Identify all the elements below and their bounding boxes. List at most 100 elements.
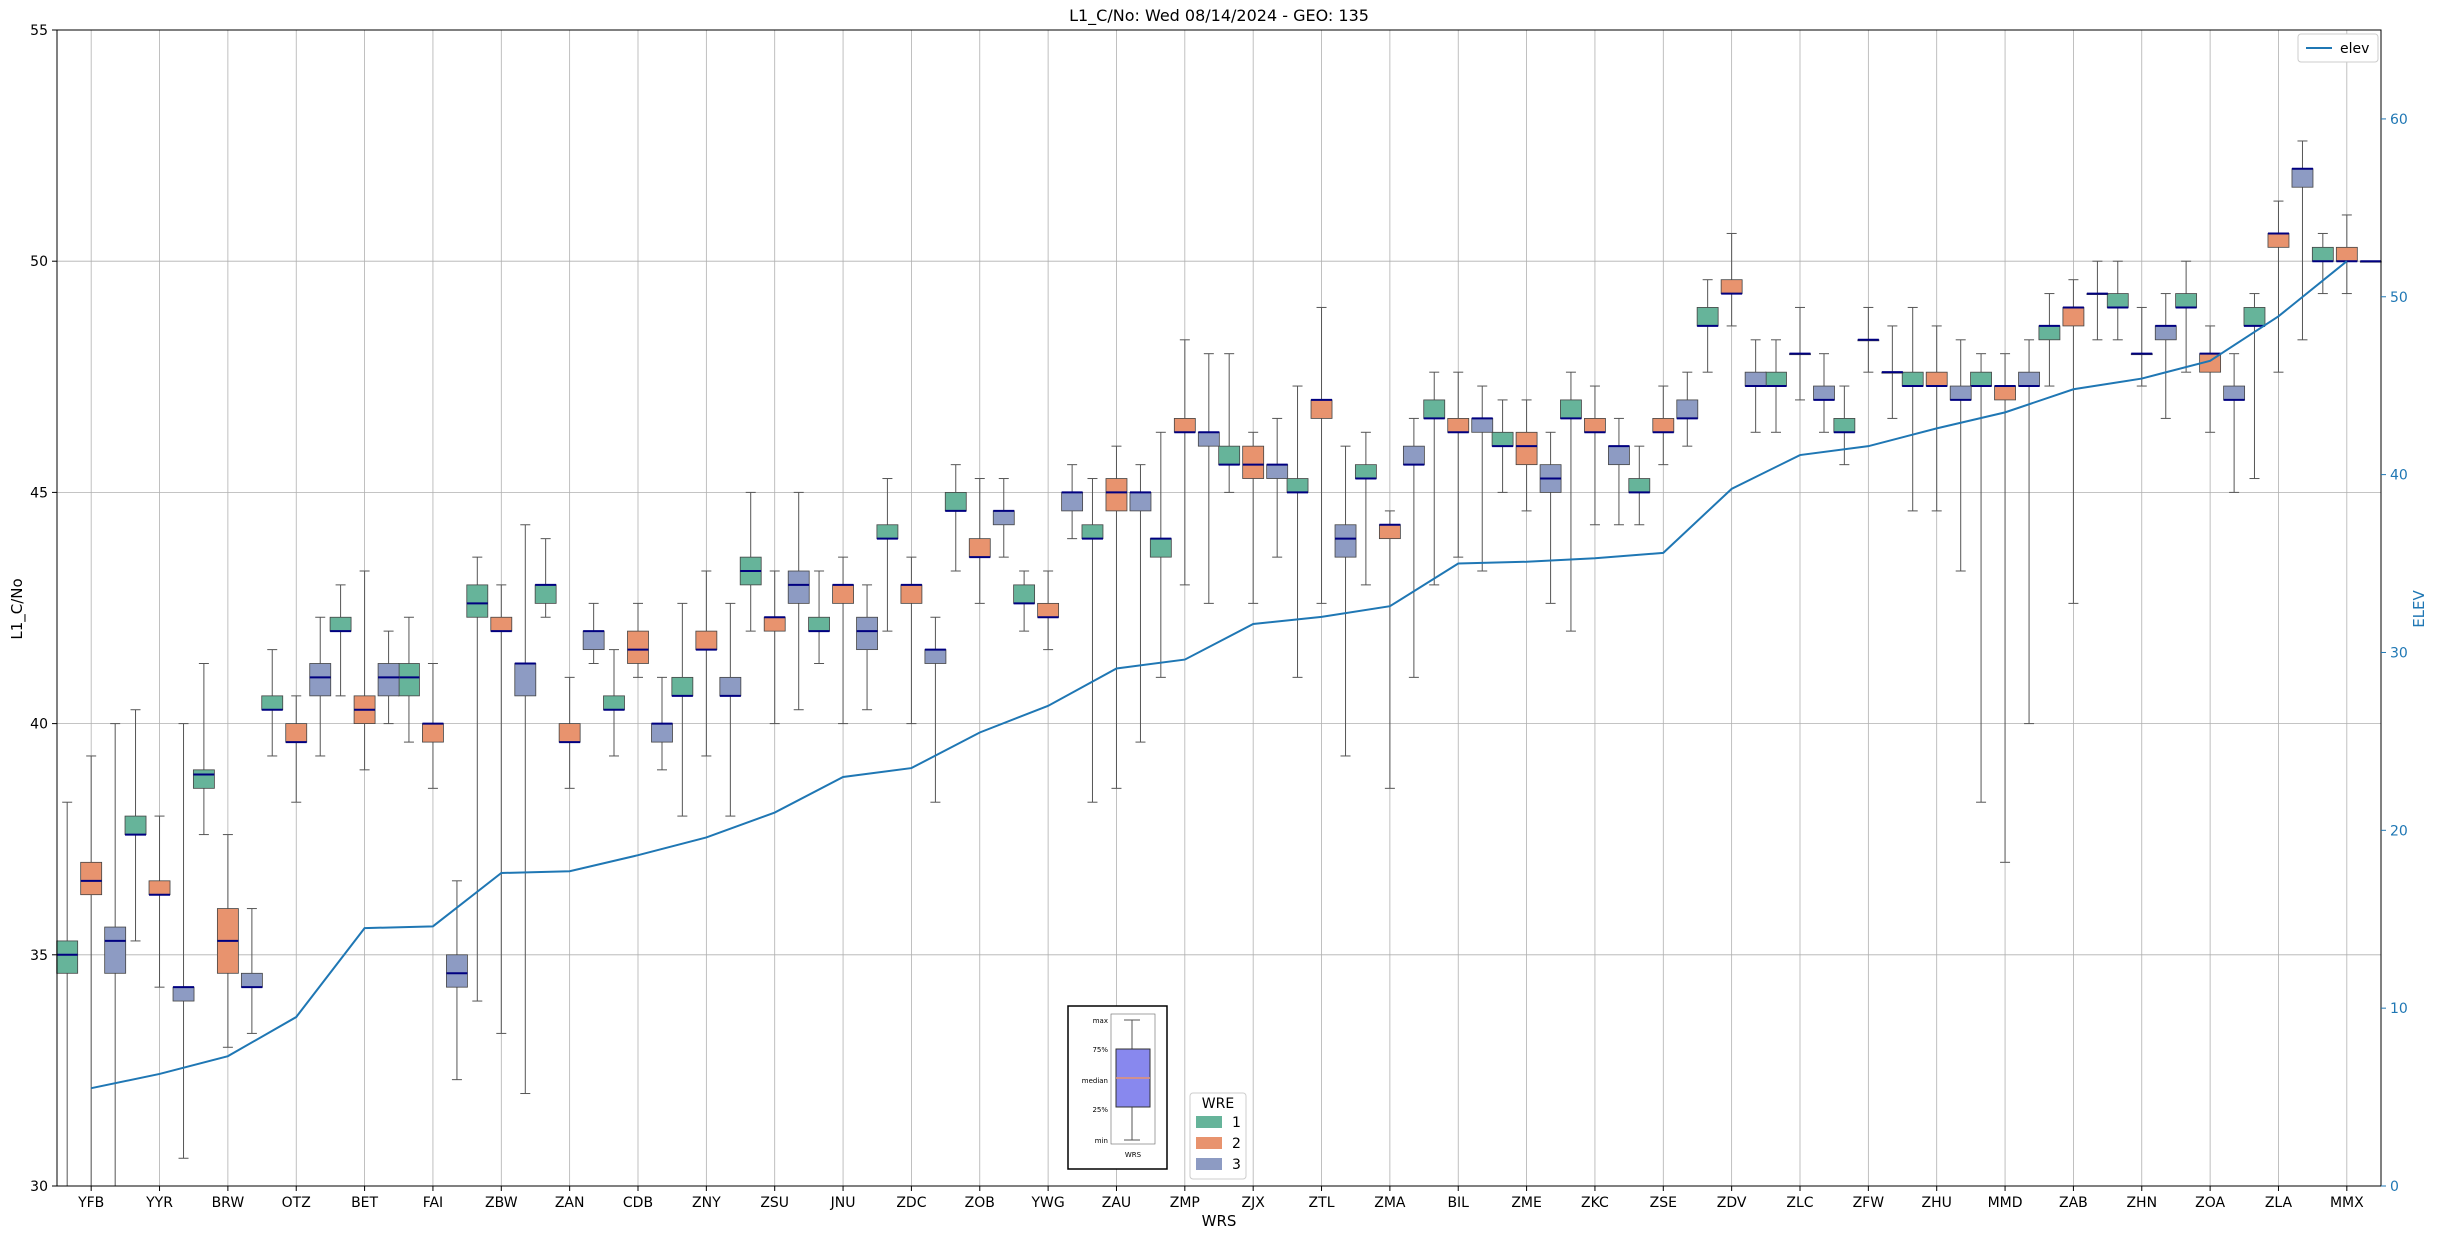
box-ZLC-wre2 [1789, 306, 1811, 401]
box-ZME-wre1 [1491, 399, 1514, 493]
wre-legend-label: 2 [1232, 1136, 1241, 1152]
box-BRW-wre1 [192, 662, 215, 836]
box-iqr [1197, 431, 1220, 447]
box-iqr [1447, 418, 1470, 433]
box-iqr [603, 695, 625, 711]
box-ZAU-wre1 [1081, 478, 1104, 803]
y2-tick-label: 0 [2390, 1179, 2399, 1195]
box-iqr [2106, 293, 2129, 308]
elev-legend-frame [2297, 33, 2379, 63]
box-ZSE-wre2 [1652, 385, 1675, 466]
box-MMD-wre1 [1970, 353, 1992, 803]
box-iqr [1354, 464, 1377, 479]
box-YYR-wre3 [172, 723, 195, 1159]
box-iqr [1013, 584, 1036, 604]
wre-legend-title: WRE [1202, 1096, 1234, 1112]
box-iqr [261, 695, 284, 711]
key-label: min [1095, 1137, 1108, 1145]
box-iqr [124, 815, 147, 835]
x-tick-label: MMX [2330, 1195, 2364, 1211]
box-ZMP-wre2 [1173, 339, 1196, 586]
box-iqr [1129, 491, 1152, 512]
box-ZAN-wre1 [534, 538, 557, 618]
box-iqr [329, 616, 352, 632]
box-ZNY-wre1 [671, 602, 694, 817]
box-BIL-wre1 [1423, 371, 1446, 586]
box-iqr [104, 926, 127, 974]
box-iqr [1901, 371, 1924, 387]
box-key-inset: max 75% median 25% min WRS [1067, 1005, 1168, 1170]
x-tick-label: ZLA [2265, 1195, 2293, 1211]
box-ZHU-wre1 [1901, 306, 1924, 512]
box-ZHN-wre1 [2106, 260, 2129, 341]
box-iqr [671, 676, 694, 697]
x-tick-label: ZFW [1853, 1195, 1885, 1211]
x-tick-label: ZOB [965, 1195, 995, 1211]
box-ZDC-wre2 [900, 556, 923, 725]
box-ZSU-wre3 [787, 491, 810, 711]
chart-title: L1_C/No: Wed 08/14/2024 - GEO: 135 [1069, 6, 1369, 26]
key-labels: max 75% median 25% min [1082, 1017, 1109, 1145]
wre-legend-swatch [1196, 1158, 1222, 1170]
box-ZMP-wre3 [1197, 353, 1220, 604]
box-ZMP-wre1 [1149, 431, 1172, 678]
y-tick-label: 30 [30, 1179, 48, 1195]
box-iqr [695, 630, 718, 651]
box-layer [56, 140, 2382, 1187]
box-iqr [1105, 478, 1128, 512]
box-iqr [1310, 399, 1333, 419]
box-iqr [1765, 371, 1787, 387]
x-tick-label: ZKC [1581, 1195, 1609, 1211]
box-MMX-wre1 [2311, 232, 2334, 295]
box-ZOB-wre1 [944, 464, 967, 572]
box-iqr [651, 723, 673, 743]
y-tick-label: 50 [30, 254, 48, 270]
box-ZMA-wre2 [1378, 510, 1401, 789]
box-iqr [558, 723, 581, 743]
box-FAI-wre2 [422, 662, 444, 789]
box-iqr [1628, 478, 1651, 493]
key-label: 25% [1092, 1106, 1108, 1114]
box-iqr [1061, 491, 1084, 512]
box-iqr [1994, 385, 2016, 401]
y2-tick-label: 30 [2390, 645, 2408, 661]
box-iqr [1813, 385, 1835, 401]
elev-legend: elev [2297, 33, 2379, 63]
key-label: max [1093, 1017, 1108, 1025]
box-iqr [2311, 246, 2334, 262]
box-BRW-wre3 [240, 908, 263, 1034]
box-iqr [1608, 445, 1630, 466]
x-tick-label: YFB [77, 1195, 104, 1211]
box-YWG-wre1 [1013, 570, 1036, 632]
box-iqr [787, 570, 810, 604]
box-iqr [1334, 524, 1357, 558]
box-iqr [1720, 279, 1743, 294]
box-ZOA-wre1 [2175, 260, 2198, 373]
box-ZOB-wre3 [992, 478, 1015, 558]
x-tick-label: ZME [1511, 1195, 1542, 1211]
box-ZJX-wre1 [1218, 353, 1241, 493]
box-MMD-wre2 [1994, 353, 2016, 863]
box-iqr [466, 584, 489, 618]
x-tick-label: ZDC [896, 1195, 926, 1211]
box-ZAB-wre2 [2062, 279, 2085, 604]
x-tick-label: ZHN [2126, 1195, 2157, 1211]
box-ZLA-wre2 [2267, 200, 2290, 373]
box-iqr [582, 630, 605, 651]
box-iqr [1560, 399, 1582, 419]
box-ZHN-wre2 [2130, 306, 2153, 387]
box-ZSE-wre3 [1676, 371, 1699, 447]
x-tick-label: BRW [212, 1195, 245, 1211]
box-ZDC-wre3 [924, 616, 947, 803]
box-iqr [763, 616, 786, 632]
x-tick-label: OTZ [282, 1195, 311, 1211]
box-BRW-wre2 [216, 834, 239, 1048]
box-ZKC-wre3 [1608, 417, 1630, 526]
box-BET-wre3 [377, 630, 400, 725]
box-ZAB-wre1 [2038, 293, 2061, 387]
box-iqr [1242, 445, 1265, 479]
key-inner-frame [1110, 1013, 1156, 1145]
box-ZFW-wre3 [1881, 325, 1904, 419]
box-YFB-wre1 [56, 801, 79, 1187]
box-ZBW-wre1 [466, 556, 489, 1002]
